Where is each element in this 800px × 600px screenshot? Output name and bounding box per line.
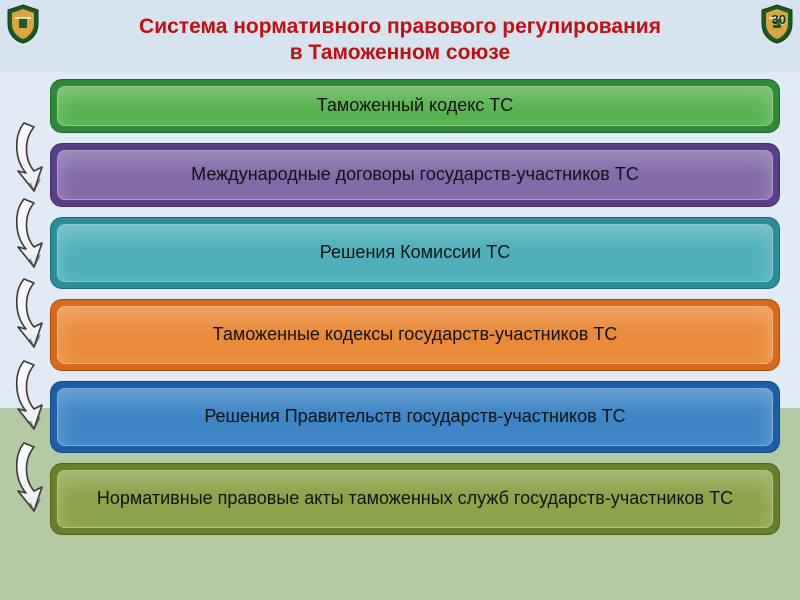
title-line-2: в Таможенном союзе	[290, 41, 510, 64]
hierarchy-container: Таможенный кодекс ТС Международные догово…	[50, 79, 780, 535]
hierarchy-box-label: Решения Правительств государств-участник…	[204, 406, 625, 427]
hierarchy-box-5: Решения Правительств государств-участник…	[50, 381, 780, 453]
hierarchy-box-label: Нормативные правовые акты таможенных слу…	[97, 488, 733, 509]
hierarchy-box-4: Таможенные кодексы государств-участников…	[50, 299, 780, 371]
hierarchy-box-label: Решения Комиссии ТС	[320, 242, 510, 263]
hierarchy-box-3: Решения Комиссии ТС	[50, 217, 780, 289]
emblem-left-icon	[6, 4, 40, 44]
hierarchy-box-label: Международные договоры государств-участн…	[191, 164, 639, 185]
hierarchy-box-label: Таможенные кодексы государств-участников…	[213, 324, 618, 345]
hierarchy-box-1: Таможенный кодекс ТС	[50, 79, 780, 133]
hierarchy-box-2: Международные договоры государств-участн…	[50, 143, 780, 207]
slide: 30 Система нормативного правового регули…	[0, 0, 800, 600]
hierarchy-box-6: Нормативные правовые акты таможенных слу…	[50, 463, 780, 535]
hierarchy-boxes: Таможенный кодекс ТС Международные догово…	[50, 79, 780, 535]
slide-title: Система нормативного правового регулиров…	[80, 14, 720, 67]
page-number: 30	[772, 12, 786, 27]
title-line-1: Система нормативного правового регулиров…	[139, 15, 661, 38]
hierarchy-box-label: Таможенный кодекс ТС	[317, 95, 514, 116]
